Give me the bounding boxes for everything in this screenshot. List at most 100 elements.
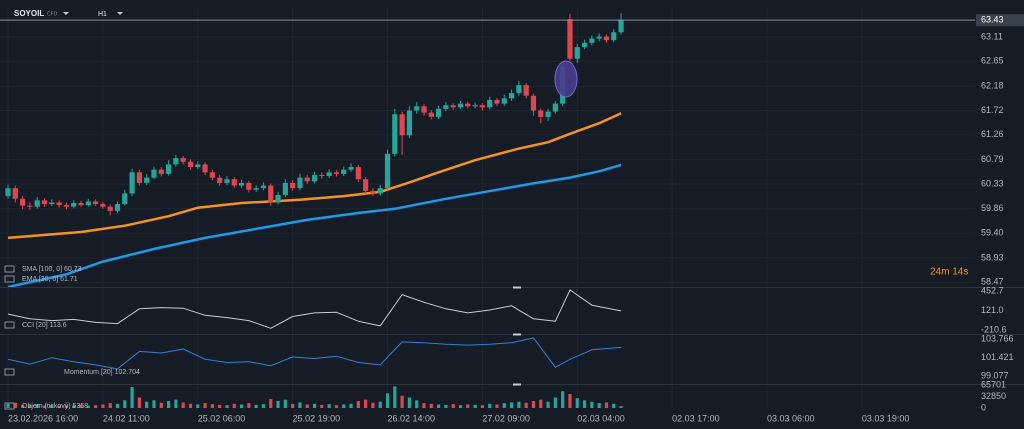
volume-bar	[597, 403, 601, 408]
volume-bar	[203, 403, 207, 408]
candle-body	[304, 177, 310, 182]
volume-bar	[451, 404, 455, 408]
candle-body	[406, 110, 413, 136]
candle-body	[465, 103, 471, 107]
volume-bar	[123, 400, 127, 408]
volume-bar	[473, 404, 477, 408]
candle-body	[34, 200, 40, 207]
volume-bar	[575, 398, 579, 408]
volume-bar	[108, 403, 112, 408]
volume-bar	[247, 403, 251, 408]
volume-bar	[174, 399, 178, 408]
volume-bar	[79, 404, 83, 408]
candle-body	[596, 36, 602, 39]
volume-bar	[480, 405, 484, 408]
volume-bar	[72, 405, 76, 408]
volume-bar	[582, 400, 587, 408]
volume-bar	[312, 403, 317, 408]
volume-bar	[42, 405, 47, 408]
volume-bar	[429, 403, 433, 408]
candle-body	[268, 185, 274, 203]
volume-bar	[342, 404, 346, 408]
volume-bar	[517, 401, 521, 408]
candle-body	[20, 198, 26, 206]
volume-bar	[349, 403, 353, 408]
volume-bar	[604, 402, 609, 408]
candle-body	[238, 182, 245, 186]
volume-bar	[561, 391, 565, 408]
volume-bar	[269, 398, 273, 408]
candle-body	[428, 112, 434, 117]
volume-bar	[21, 404, 25, 408]
candle-body	[275, 195, 281, 203]
candle-body	[187, 161, 194, 168]
drawing-ellipse[interactable]	[554, 60, 578, 98]
candle-body	[231, 179, 237, 186]
x-tick-label: 26.02 14:00	[388, 413, 436, 423]
x-tick-label: 25.02 06:00	[198, 413, 246, 423]
candle-body	[479, 105, 485, 108]
volume-bar	[166, 401, 171, 408]
y-tick-label: 121.0	[981, 305, 1004, 315]
volume-bar	[422, 403, 426, 408]
candle-body	[282, 182, 288, 196]
candle-body	[85, 201, 91, 206]
candle-body	[224, 179, 230, 183]
candle-body	[195, 164, 201, 168]
volume-bar	[137, 397, 141, 408]
candle-body	[348, 167, 354, 170]
last-price-label: 63.43	[981, 15, 1004, 25]
y-tick-label: 32850	[981, 391, 1006, 401]
legend-icon[interactable]	[4, 275, 15, 283]
candle-body	[472, 105, 478, 107]
y-tick-label: 99.077	[981, 371, 1009, 381]
candle-body	[457, 103, 464, 108]
candle-body	[487, 99, 493, 108]
volume-bar	[488, 403, 492, 408]
y-tick-label: 65701	[981, 379, 1006, 389]
volume-bar	[130, 387, 134, 408]
volume-bar	[590, 401, 594, 408]
x-tick-label: 23.02.2026 16:00	[8, 413, 78, 423]
candle-body	[129, 172, 135, 194]
legend-icon[interactable]	[4, 265, 15, 273]
symbol[interactable]: SOYOIL	[14, 9, 44, 18]
candle-body	[246, 182, 252, 190]
volume-bar	[261, 404, 266, 408]
volume-bar	[385, 393, 390, 408]
volume-bar	[94, 405, 98, 408]
volume-bar	[378, 401, 382, 408]
volume-bar	[145, 401, 149, 408]
volume-bar	[188, 403, 193, 408]
legend-icon[interactable]	[4, 402, 15, 410]
volume-bar	[509, 402, 514, 408]
volume-bar	[225, 405, 229, 408]
timeframe-dropdown[interactable]	[117, 12, 123, 15]
y-tick-label: 61.26	[981, 129, 1004, 139]
legend-icon[interactable]	[4, 368, 15, 376]
candle-body	[508, 93, 515, 99]
y-tick-label: 58.47	[981, 277, 1004, 287]
volume-bar	[115, 403, 120, 408]
candle-body	[450, 105, 456, 108]
candle-body	[392, 114, 398, 154]
symbol-dropdown[interactable]	[63, 12, 69, 15]
legend-icon[interactable]	[4, 321, 15, 329]
volume-bar	[13, 402, 17, 408]
volume-bar	[291, 403, 295, 408]
candle-body	[311, 174, 318, 182]
indicator-line	[7, 163, 622, 289]
x-tick-label: 02.03 17:00	[672, 413, 720, 423]
candle-body	[78, 202, 84, 206]
candle-body	[136, 172, 142, 183]
volume-bar	[239, 404, 244, 408]
timeframe[interactable]: H1	[98, 11, 107, 18]
volume-bar	[568, 394, 572, 408]
candle-body	[567, 19, 573, 59]
legend-momentum: Momentum [20] 102.704	[64, 369, 140, 376]
y-tick-label: 62.65	[981, 56, 1004, 66]
candle-body	[209, 172, 215, 178]
y-tick-label: 101.421	[981, 352, 1014, 362]
candle-body	[574, 47, 580, 59]
